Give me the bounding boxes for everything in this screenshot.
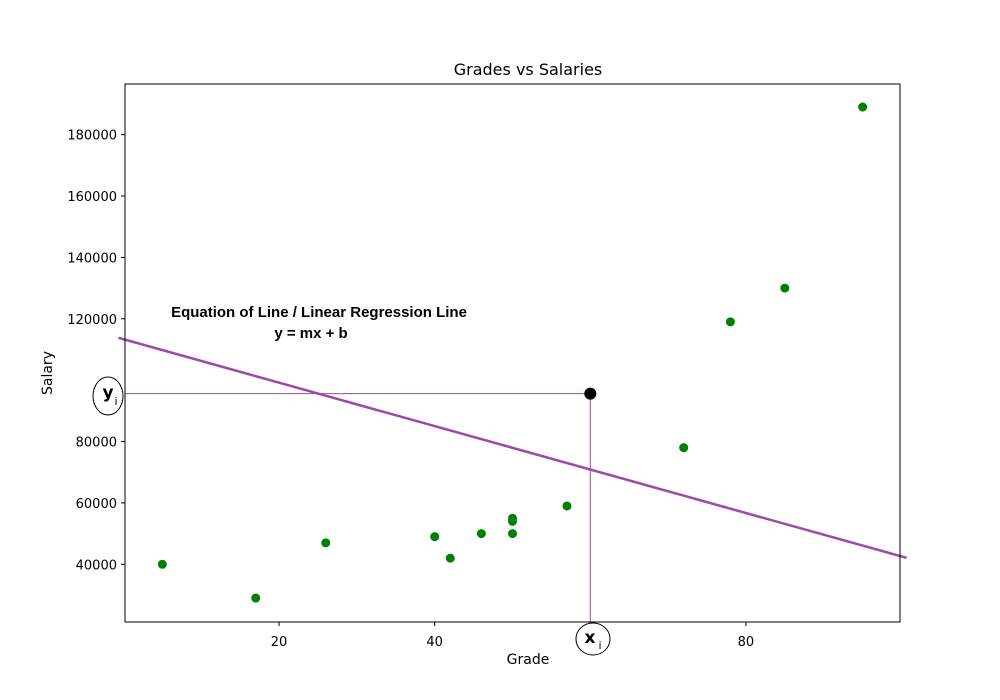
data-point — [476, 529, 486, 539]
regression-equation: y = mx + b — [274, 325, 347, 342]
data-point — [508, 529, 517, 539]
data-point — [157, 559, 167, 569]
x-marker: x i — [575, 622, 611, 656]
highlight-guides — [125, 393, 591, 630]
y-marker-circle — [92, 376, 124, 416]
x-tick-label: 20 — [271, 635, 288, 650]
data-point — [780, 283, 790, 293]
y-tick-label: 80000 — [76, 436, 117, 451]
y-axis-ticks: 40000 60000 80000 120000 140000 160000 180000 — [67, 129, 125, 573]
y-marker: y i — [92, 376, 124, 416]
plot-area-frame — [124, 83, 901, 623]
regression-line-title: Equation of Line / Linear Regression Lin… — [171, 304, 467, 321]
y-tick-label: 180000 — [67, 129, 117, 144]
x-axis-label: Grade — [507, 652, 550, 668]
data-point — [679, 443, 689, 453]
data-point — [251, 593, 261, 603]
y-marker-subscript: i — [114, 395, 117, 408]
data-point — [445, 553, 455, 563]
y-tick-label: 60000 — [76, 497, 117, 512]
y-axis-label: Salary — [40, 351, 56, 395]
x-tick-label: 80 — [738, 635, 755, 650]
data-point — [508, 513, 517, 523]
data-point — [430, 532, 440, 542]
scatter-points — [157, 102, 868, 603]
y-marker-label: y — [102, 383, 113, 403]
data-point — [562, 501, 572, 511]
x-tick-label: 40 — [426, 635, 443, 650]
y-tick-label: 40000 — [76, 558, 117, 573]
y-tick-label: 120000 — [67, 313, 117, 328]
x-marker-label: x — [585, 628, 596, 648]
y-tick-label: 140000 — [67, 251, 117, 266]
x-marker-subscript: i — [598, 639, 601, 652]
x-marker-circle — [575, 622, 611, 656]
data-point — [725, 317, 735, 327]
y-tick-label: 160000 — [67, 190, 117, 205]
chart-title: Grades vs Salaries — [454, 60, 603, 79]
highlight-point — [584, 387, 597, 400]
regression-line — [118, 336, 907, 560]
x-axis-ticks: 20 40 80 — [271, 622, 754, 650]
data-point — [858, 102, 868, 112]
data-point — [321, 538, 331, 548]
